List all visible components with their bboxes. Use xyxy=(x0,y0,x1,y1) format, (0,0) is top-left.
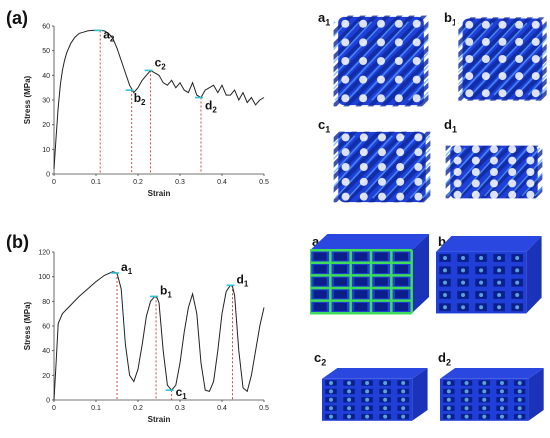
stress-strain-line xyxy=(53,271,265,401)
marker-letter: b xyxy=(134,91,141,105)
x-tick-label: 0.1 xyxy=(91,405,101,412)
marker-subscript: 2 xyxy=(161,62,166,71)
x-tick-label: 0.3 xyxy=(175,405,185,412)
x-tick-label: 0.5 xyxy=(259,405,269,412)
marker-label-c: c2 xyxy=(155,55,167,71)
thumb-label-c2: c2 xyxy=(314,350,326,368)
marker-label-b: b1 xyxy=(160,283,172,299)
thumb-letter: c xyxy=(314,350,322,365)
chart-b: 0 20 40 60 80 100 120 0 0.1 0.2 0.3 0.4 0.5 Strain Str… xyxy=(23,250,269,425)
y-tick-label: 100 xyxy=(38,274,50,281)
fea-thumbnail-d1 xyxy=(442,142,546,202)
thumb-label-d2: d2 xyxy=(438,350,451,368)
chart-a: 0 10 20 30 40 50 60 0 0.1 0.2 0.3 0.4 0.5 Strain Stres… xyxy=(23,24,269,199)
y-tick-label: 30 xyxy=(42,98,50,105)
y-tick-label: 80 xyxy=(42,299,50,306)
marker-label-a: a2 xyxy=(103,27,115,43)
y-tick-label: 10 xyxy=(42,147,50,154)
y-tick-label: 60 xyxy=(42,324,50,331)
y-tick-label: 50 xyxy=(42,48,50,55)
y-axis-label: Stress (MPa) xyxy=(23,75,32,124)
marker-subscript: 1 xyxy=(244,279,249,288)
marker-label-d: d1 xyxy=(237,272,249,288)
marker-label-b: b2 xyxy=(134,91,146,107)
y-tick-label: 60 xyxy=(42,24,50,31)
panel-label-b: (b) xyxy=(6,232,29,252)
marker-subscript: 2 xyxy=(212,106,217,115)
y-tick-label: 0 xyxy=(46,172,50,179)
x-tick-label: 0.5 xyxy=(259,179,269,186)
x-tick-label: 0.2 xyxy=(133,179,143,186)
fea-thumbnail-c2 xyxy=(322,368,428,421)
y-tick-label: 40 xyxy=(42,73,50,80)
marker-subscript: 2 xyxy=(141,98,146,107)
thumb-letter: d xyxy=(444,117,452,132)
fea-thumbnail-b2 xyxy=(436,236,542,314)
marker-letter: d xyxy=(205,99,212,113)
x-axis-label: Strain xyxy=(148,415,171,424)
marker-subscript: 1 xyxy=(128,267,133,276)
marker-letter: c xyxy=(155,55,162,69)
x-tick-label: 0.2 xyxy=(133,405,143,412)
y-axis-label: Stress (MPa) xyxy=(23,301,32,350)
marker-letter: a xyxy=(103,27,110,41)
marker-subscript: 1 xyxy=(182,392,187,401)
x-tick-label: 0.1 xyxy=(91,179,101,186)
marker-label-d: d2 xyxy=(205,99,217,115)
marker-subscript: 1 xyxy=(167,290,172,299)
thumb-label-d1: d1 xyxy=(444,117,457,135)
y-tick-label: 20 xyxy=(42,122,50,129)
marker-label-c: c1 xyxy=(176,385,188,401)
stress-strain-line xyxy=(53,29,265,170)
thumb-label-a1: a1 xyxy=(318,10,330,28)
thumb-letter: c xyxy=(318,117,326,132)
x-tick-label: 0.3 xyxy=(175,179,185,186)
marker-letter: a xyxy=(121,260,128,274)
marker-letter: b xyxy=(160,283,167,297)
marker-subscript: 2 xyxy=(110,34,115,43)
x-tick-label: 0.4 xyxy=(217,179,227,186)
x-tick-label: 0.4 xyxy=(217,405,227,412)
y-tick-label: 20 xyxy=(42,373,50,380)
fea-thumbnail-a1 xyxy=(330,12,432,110)
thumb-subscript: 1 xyxy=(325,17,331,28)
fea-thumbnail-c1 xyxy=(330,128,434,206)
thumb-letter: a xyxy=(318,10,326,25)
thumb-letter: b xyxy=(438,234,446,249)
marker-label-a: a1 xyxy=(121,260,133,276)
thumb-letter: d xyxy=(438,350,446,365)
thumb-letter: b xyxy=(444,10,452,25)
thumb-letter: a xyxy=(312,234,320,249)
thumb-subscript: 1 xyxy=(325,124,331,135)
thumb-subscript: 2 xyxy=(321,357,327,368)
marker-letter: d xyxy=(237,272,244,286)
thumb-subscript: 2 xyxy=(445,357,451,368)
marker-letter: c xyxy=(176,385,183,399)
y-tick-label: 40 xyxy=(42,348,50,355)
x-tick-label: 0 xyxy=(52,179,56,186)
thumb-label-c1: c1 xyxy=(318,117,330,135)
y-tick-label: 120 xyxy=(38,250,50,257)
x-axis-label: Strain xyxy=(148,189,171,198)
x-tick-label: 0 xyxy=(52,405,56,412)
panel-label-a: (a) xyxy=(6,8,28,28)
fea-thumbnail-b1 xyxy=(455,14,550,104)
fea-thumbnail-d2 xyxy=(440,368,544,421)
y-tick-label: 0 xyxy=(46,398,50,405)
thumb-subscript: 1 xyxy=(451,124,457,135)
fea-thumbnail-a2 xyxy=(310,234,430,315)
